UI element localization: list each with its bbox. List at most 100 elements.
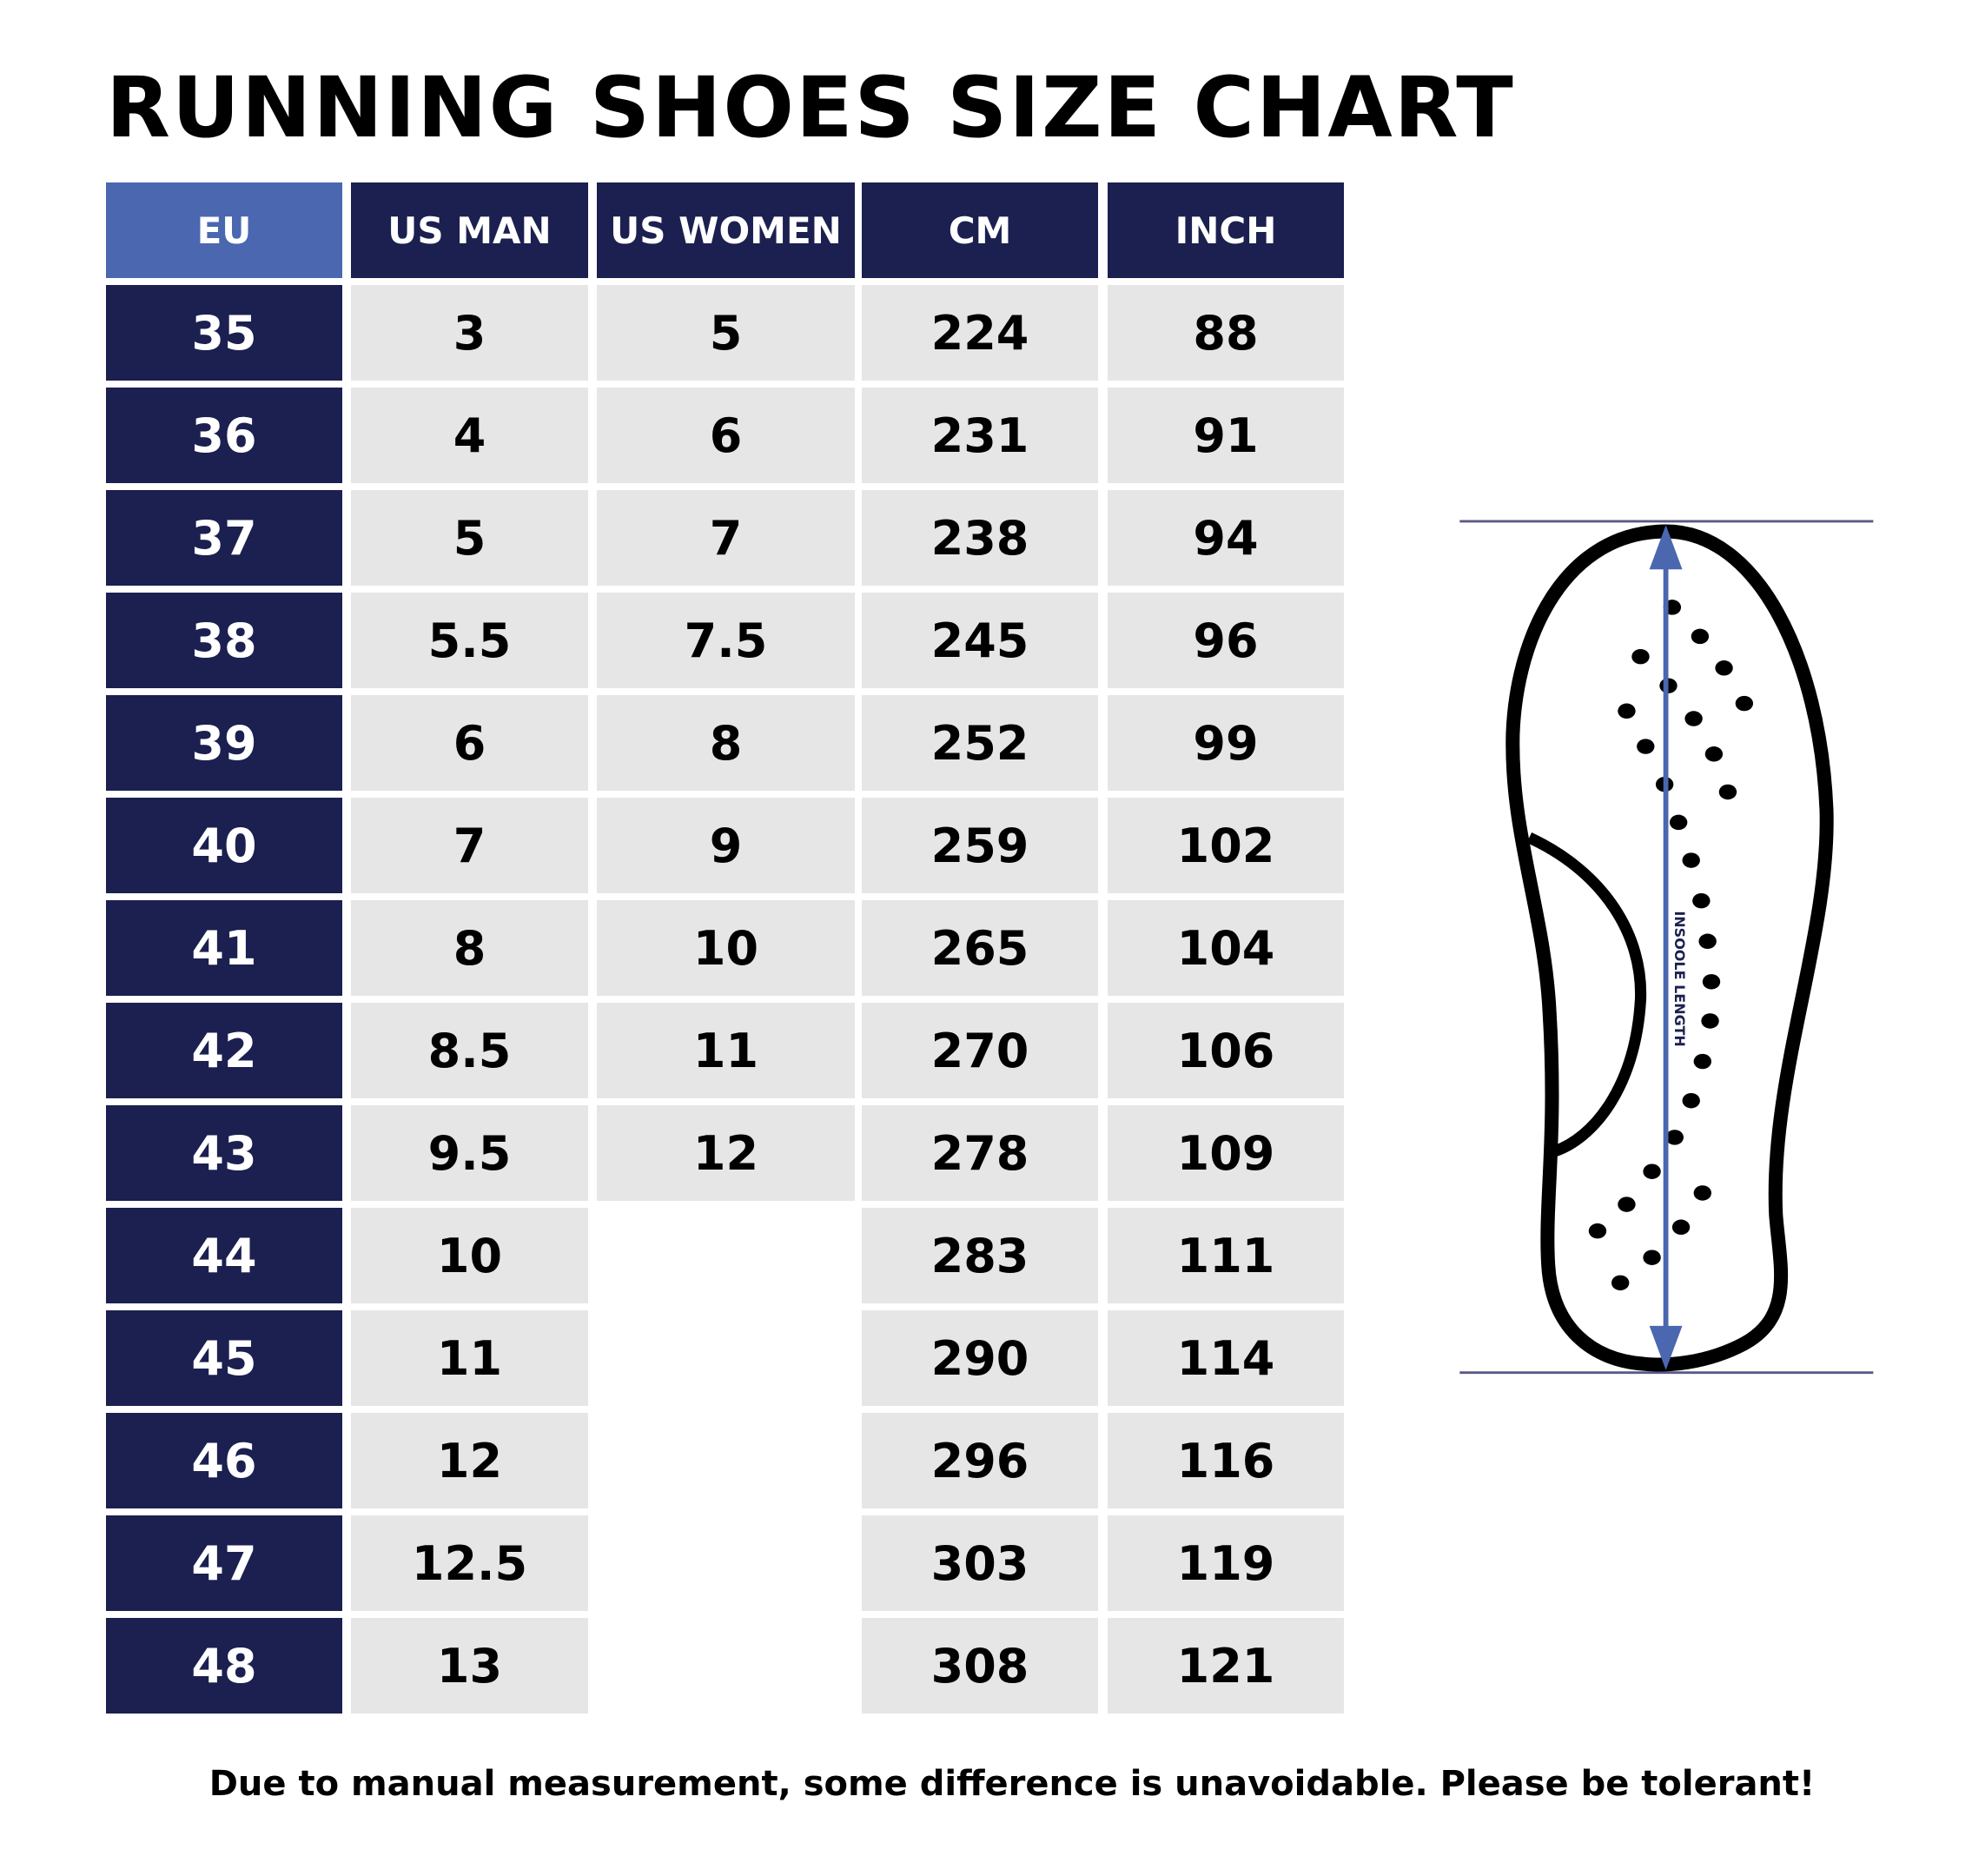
insole-dot — [1682, 852, 1700, 868]
insole-dot — [1684, 711, 1703, 726]
table-cell-us-man: 8.5 — [351, 1003, 588, 1098]
table-cell-cm: 245 — [862, 593, 1098, 688]
table-cell-inch: 111 — [1108, 1208, 1344, 1303]
insole-dot — [1665, 1130, 1684, 1145]
column-header-cm: CM — [862, 182, 1098, 278]
table-cell-us-women: 11 — [597, 1003, 855, 1098]
insole-outline — [1505, 524, 1834, 1372]
table-cell-us-women: 10 — [597, 900, 855, 996]
table-cell-inch: 114 — [1108, 1310, 1344, 1406]
table-cell-cm: 252 — [862, 695, 1098, 791]
table-cell-eu: 42 — [106, 1003, 342, 1098]
table-cell-eu: 46 — [106, 1413, 342, 1508]
insole-dot — [1698, 933, 1717, 949]
insole-dot — [1718, 784, 1737, 800]
table-cell-cm: 231 — [862, 388, 1098, 483]
table-cell-us-women: 8 — [597, 695, 855, 791]
table-cell-cm: 278 — [862, 1105, 1098, 1201]
arrow-down-icon — [1649, 1325, 1683, 1370]
table-cell-us-women: 7 — [597, 490, 855, 586]
table-cell-cm: 303 — [862, 1515, 1098, 1611]
table-cell-inch: 94 — [1108, 490, 1344, 586]
insole-dot — [1682, 1092, 1700, 1109]
table-cell-cm: 290 — [862, 1310, 1098, 1406]
table-cell-us-man: 12 — [351, 1413, 588, 1508]
insole-dot — [1611, 1275, 1630, 1291]
table-cell-eu: 39 — [106, 695, 342, 791]
table-cell-cm: 270 — [862, 1003, 1098, 1098]
table-cell-inch: 121 — [1108, 1618, 1344, 1714]
insole-length-label: INSOOLE LENGTH — [1671, 911, 1688, 1046]
table-cell-us-man: 10 — [351, 1208, 588, 1303]
table-cell-cm: 296 — [862, 1413, 1098, 1508]
table-cell-eu: 48 — [106, 1618, 342, 1714]
table-cell-inch: 106 — [1108, 1003, 1344, 1098]
arrow-up-icon — [1649, 525, 1683, 570]
table-cell-us-man: 6 — [351, 695, 588, 791]
insole-dot — [1588, 1223, 1607, 1239]
column-header-us-man: US MAN — [351, 182, 588, 278]
table-cell-cm: 224 — [862, 285, 1098, 381]
table-cell-eu: 45 — [106, 1310, 342, 1406]
insole-dot — [1669, 814, 1688, 831]
insole-dot — [1643, 1163, 1661, 1179]
table-cell-us-women: 7.5 — [597, 593, 855, 688]
table-cell-cm: 265 — [862, 900, 1098, 996]
table-cell-us-women: 5 — [597, 285, 855, 381]
page-title: RUNNING SHOES SIZE CHART — [106, 59, 1515, 156]
table-cell-us-women: 9 — [597, 798, 855, 893]
table-cell-eu: 44 — [106, 1208, 342, 1303]
table-cell-us-man: 9.5 — [351, 1105, 588, 1201]
insole-dot — [1692, 892, 1711, 909]
table-cell-us-man: 5.5 — [351, 593, 588, 688]
table-cell-eu: 40 — [106, 798, 342, 893]
table-cell-inch: 99 — [1108, 695, 1344, 791]
insole-dot — [1693, 1185, 1711, 1201]
table-cell-inch: 91 — [1108, 388, 1344, 483]
table-cell-inch: 109 — [1108, 1105, 1344, 1201]
table-cell-inch: 96 — [1108, 593, 1344, 688]
column-header-eu: EU — [106, 182, 342, 278]
table-cell-cm: 238 — [862, 490, 1098, 586]
table-cell-us-man: 4 — [351, 388, 588, 483]
table-cell-eu: 37 — [106, 490, 342, 586]
table-cell-inch: 102 — [1108, 798, 1344, 893]
table-cell-inch: 116 — [1108, 1413, 1344, 1508]
table-cell-us-man: 11 — [351, 1310, 588, 1406]
insole-dot — [1702, 974, 1721, 990]
insole-dot — [1637, 739, 1655, 754]
disclaimer-text: Due to manual measurement, some differen… — [208, 1764, 1816, 1804]
table-cell-cm: 283 — [862, 1208, 1098, 1303]
table-cell-eu: 36 — [106, 388, 342, 483]
insole-dot — [1691, 628, 1710, 645]
column-header-us-women: US WOMEN — [597, 182, 855, 278]
column-header-inch: INCH — [1108, 182, 1344, 278]
insole-dot — [1693, 1053, 1711, 1070]
table-cell-cm: 259 — [862, 798, 1098, 893]
table-cell-eu: 38 — [106, 593, 342, 688]
insole-dot — [1715, 660, 1733, 676]
table-cell-us-women: 6 — [597, 388, 855, 483]
table-cell-us-man: 5 — [351, 490, 588, 586]
insole-dot — [1618, 1197, 1636, 1212]
insole-dot — [1671, 1219, 1691, 1236]
insole-dot — [1735, 695, 1754, 712]
table-cell-cm: 308 — [862, 1618, 1098, 1714]
insole-dot — [1631, 648, 1650, 665]
table-cell-us-man: 3 — [351, 285, 588, 381]
table-cell-inch: 119 — [1108, 1515, 1344, 1611]
table-cell-us-man: 12.5 — [351, 1515, 588, 1611]
table-cell-eu: 41 — [106, 900, 342, 996]
table-cell-eu: 47 — [106, 1515, 342, 1611]
table-cell-us-man: 8 — [351, 900, 588, 996]
table-cell-inch: 88 — [1108, 285, 1344, 381]
table-cell-us-women: 12 — [597, 1105, 855, 1201]
insole-dot — [1618, 703, 1636, 719]
table-cell-us-man: 7 — [351, 798, 588, 893]
insole-dot — [1704, 746, 1724, 762]
arch-outline — [1526, 832, 1647, 1157]
table-cell-eu: 35 — [106, 285, 342, 381]
insole-dot — [1701, 1013, 1719, 1029]
insole-dot — [1643, 1250, 1661, 1265]
table-cell-us-man: 13 — [351, 1618, 588, 1714]
